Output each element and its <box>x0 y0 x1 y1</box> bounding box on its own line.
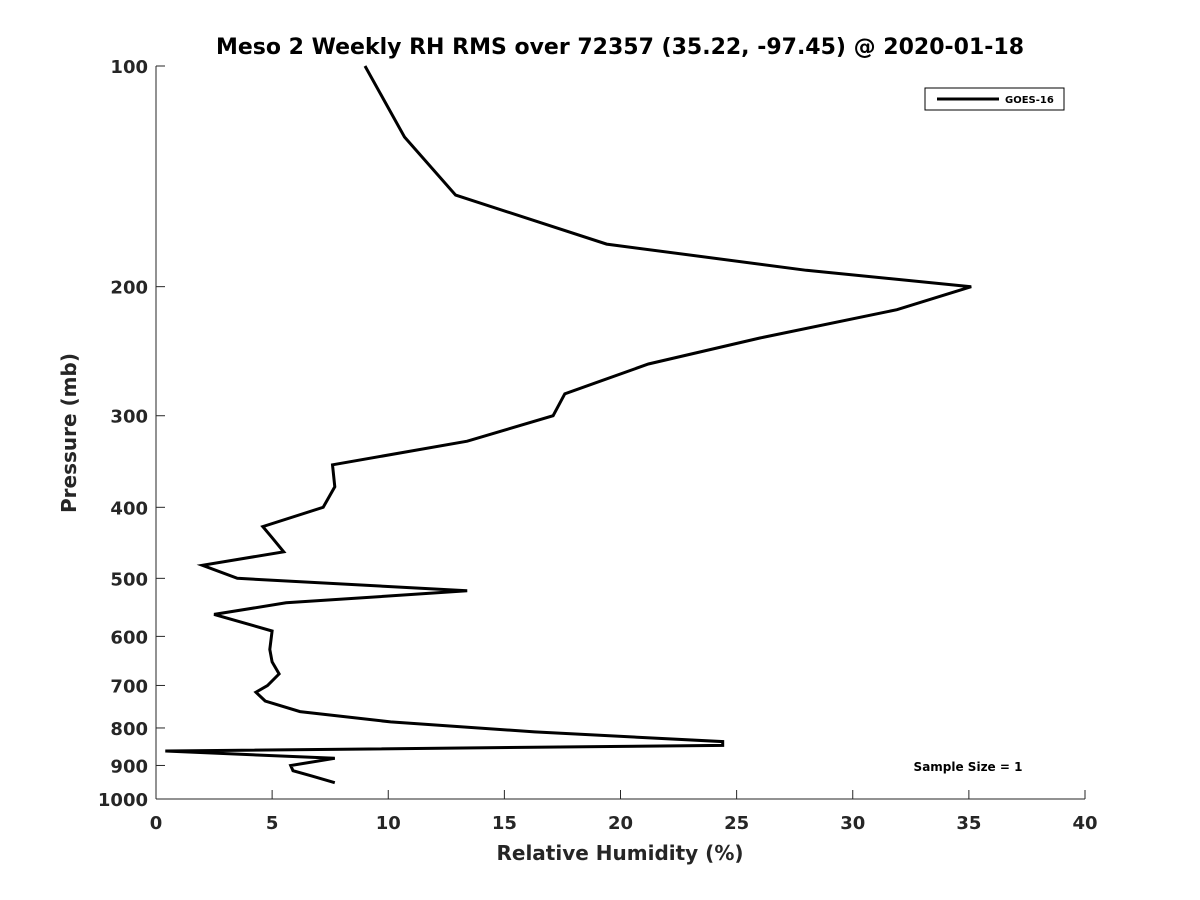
y-tick-label: 1000 <box>98 790 148 811</box>
sample-size-annotation: Sample Size = 1 <box>914 760 1023 774</box>
plot-axes <box>155 66 1085 800</box>
x-axis-label: Relative Humidity (%) <box>496 841 743 865</box>
y-axis-label: Pressure (mb) <box>57 353 81 513</box>
x-tick-label: 5 <box>266 813 279 834</box>
y-tick-label: 600 <box>110 627 148 648</box>
x-tick-label: 40 <box>1072 813 1097 834</box>
legend: GOES-16 <box>924 87 1065 111</box>
chart-title: Meso 2 Weekly RH RMS over 72357 (35.22, … <box>216 35 1024 60</box>
x-tick-label: 30 <box>840 813 865 834</box>
x-tick-label: 15 <box>492 813 517 834</box>
series-line-goes-16 <box>165 65 972 785</box>
x-axis-ticks: 0 5 10 15 20 25 30 35 40 <box>150 790 1098 834</box>
x-tick-label: 10 <box>376 813 401 834</box>
y-tick-label: 300 <box>110 407 148 428</box>
x-tick-label: 0 <box>150 813 163 834</box>
y-tick-label: 700 <box>110 676 148 697</box>
legend-label-goes-16: GOES-16 <box>1005 95 1054 106</box>
y-tick-label: 200 <box>110 278 148 299</box>
x-tick-label: 35 <box>956 813 981 834</box>
y-tick-label: 400 <box>110 498 148 519</box>
x-tick-label: 20 <box>608 813 633 834</box>
y-tick-label: 500 <box>110 569 148 590</box>
series-layer <box>165 65 972 785</box>
y-tick-label: 900 <box>110 756 148 777</box>
y-axis-ticks: 100 200 300 400 500 600 700 800 900 1000 <box>98 57 165 811</box>
x-tick-label: 25 <box>724 813 749 834</box>
y-tick-label: 100 <box>110 57 148 78</box>
y-tick-label: 800 <box>110 719 148 740</box>
